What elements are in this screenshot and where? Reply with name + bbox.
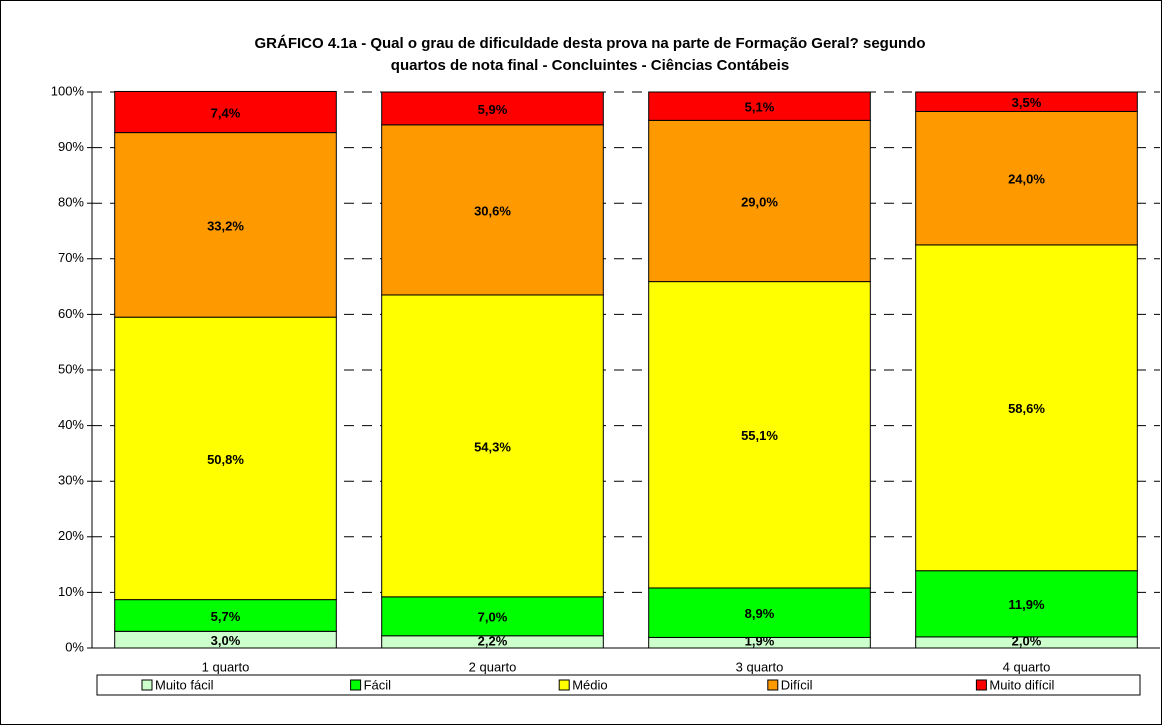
data-label: 50,8% — [207, 452, 244, 467]
data-label: 5,7% — [211, 609, 241, 624]
y-tick-label: 50% — [58, 361, 84, 376]
y-tick-label: 0% — [65, 639, 84, 654]
legend-label: Médio — [572, 677, 607, 692]
y-tick-label: 20% — [58, 528, 84, 543]
legend-swatch — [141, 679, 153, 691]
data-label: 55,1% — [741, 428, 778, 443]
bar-segment — [114, 132, 337, 318]
data-label: 5,9% — [478, 102, 508, 117]
data-label: 29,0% — [741, 194, 778, 209]
legend-label: Difícil — [781, 677, 813, 692]
y-tick-label: 60% — [58, 306, 84, 321]
data-label: 5,1% — [745, 100, 775, 115]
data-label: 58,6% — [1008, 401, 1045, 416]
data-label: 30,6% — [474, 203, 511, 218]
bar-segment — [915, 91, 1138, 112]
y-tick-label: 80% — [58, 195, 84, 210]
data-label: 7,4% — [211, 105, 241, 120]
y-tick-label: 40% — [58, 417, 84, 432]
x-tick-label: 4 quarto — [1003, 659, 1051, 674]
bar-segment — [381, 124, 604, 296]
data-label: 8,9% — [745, 606, 775, 621]
bar-segment — [114, 90, 337, 134]
bar-segment — [648, 119, 871, 283]
bar-segment — [915, 110, 1138, 246]
data-label: 24,0% — [1008, 172, 1045, 187]
legend-label: Fácil — [364, 677, 392, 692]
data-label: 54,3% — [474, 439, 511, 454]
bar-segment — [114, 599, 337, 632]
x-tick-label: 1 quarto — [202, 659, 250, 674]
data-label: 7,0% — [478, 610, 508, 625]
bar-segment — [915, 244, 1138, 572]
legend-swatch — [975, 679, 987, 691]
data-label: 33,2% — [207, 218, 244, 233]
bar-segment — [381, 596, 604, 637]
bar-segment — [381, 91, 604, 126]
data-label: 2,2% — [478, 633, 508, 648]
bar-segment — [648, 91, 871, 121]
legend-swatch — [350, 679, 362, 691]
bar-segment — [114, 316, 337, 601]
y-tick-label: 90% — [58, 139, 84, 154]
y-tick-label: 70% — [58, 250, 84, 265]
data-label: 11,9% — [1008, 597, 1045, 612]
y-tick-label: 10% — [58, 584, 84, 599]
legend-label: Muito difícil — [989, 677, 1054, 692]
legend-swatch — [558, 679, 570, 691]
y-tick-label: 30% — [58, 473, 84, 488]
x-tick-label: 2 quarto — [469, 659, 517, 674]
bar-segment — [381, 294, 604, 598]
chart-title: GRÁFICO 4.1a - Qual o grau de dificuldad… — [255, 35, 926, 52]
bar-segment — [915, 570, 1138, 638]
data-label: 3,0% — [211, 633, 241, 648]
chart-title: quartos de nota final - Concluintes - Ci… — [391, 57, 789, 74]
data-label: 3,5% — [1012, 95, 1042, 110]
legend-label: Muito fácil — [155, 677, 214, 692]
x-tick-label: 3 quarto — [736, 659, 784, 674]
y-tick-label: 100% — [51, 83, 85, 98]
legend-swatch — [767, 679, 779, 691]
